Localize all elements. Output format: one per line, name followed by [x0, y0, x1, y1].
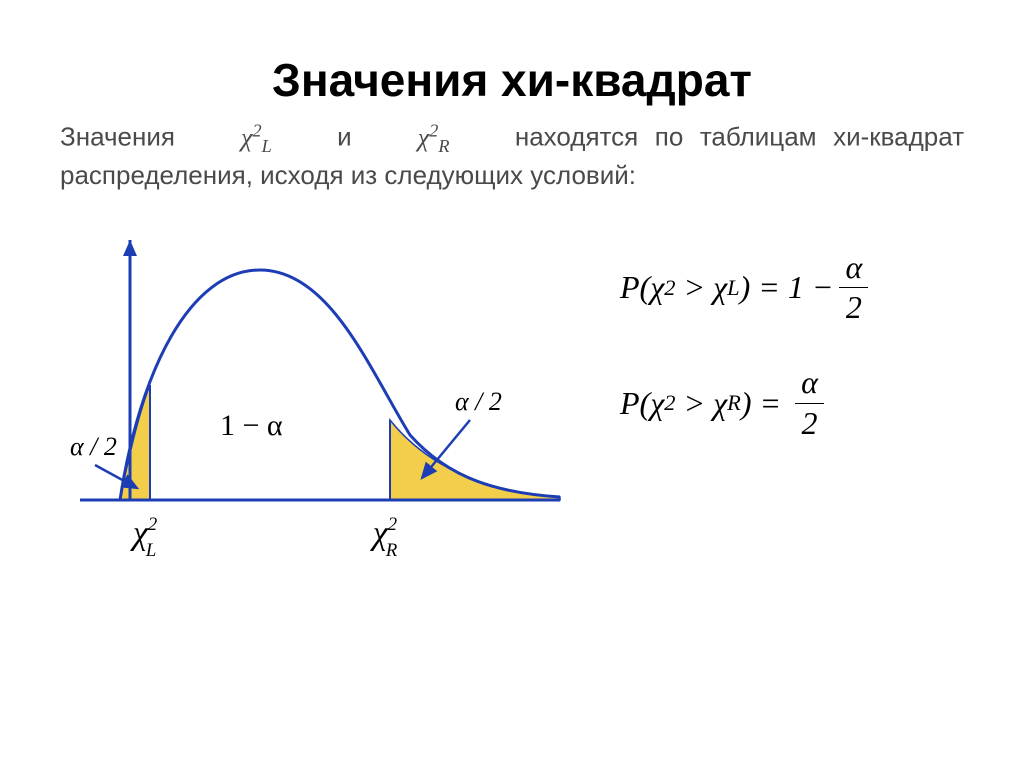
svg-text:1 − α: 1 − α [220, 409, 283, 442]
eq-eq: = [760, 385, 782, 422]
equation-2: P(χ2 > χR) = α 2 [620, 365, 1000, 440]
eq-sup: 2 [664, 275, 675, 301]
chi-symbol: χ [418, 123, 429, 152]
intro-chi-r: χ2R [418, 123, 465, 152]
frac-den: 2 [795, 406, 823, 441]
slide: Значения хи-квадрат Значения χ2L и χ2R н… [0, 0, 1024, 767]
frac-bar [795, 403, 824, 404]
chi-sup: 2 [429, 120, 438, 140]
frac-num: α [795, 365, 824, 400]
fraction: α 2 [795, 365, 824, 440]
eq-close: ) [740, 269, 751, 306]
eq-sub: R [727, 390, 741, 416]
eq-P: P [620, 385, 640, 422]
eq-chi: χ [650, 385, 664, 422]
svg-text:α / 2: α / 2 [70, 432, 117, 461]
intro-chi-l: χ2L [241, 123, 287, 152]
page-title: Значения хи-квадрат [0, 53, 1024, 107]
frac-num: α [839, 250, 868, 285]
eq-chi: χ [650, 269, 664, 306]
eq-P: P [620, 269, 640, 306]
eq-chi2: χ [713, 269, 727, 306]
eq-gt: > [683, 385, 705, 422]
fraction: α 2 [839, 250, 868, 325]
eq-gt: > [683, 269, 705, 306]
chi-sub: R [438, 136, 449, 156]
frac-den: 2 [840, 290, 868, 325]
eq-lead: 1 − [788, 269, 834, 306]
svg-text:α / 2: α / 2 [455, 387, 502, 416]
chi-square-chart: α / 2 α / 2 1 − α χ2L χ2R [40, 210, 580, 610]
chi-sup: 2 [253, 120, 262, 140]
chart-svg: α / 2 α / 2 1 − α χ2L χ2R [40, 210, 580, 610]
eq-eq: = [758, 269, 780, 306]
intro-prefix: Значения [60, 122, 175, 152]
frac-bar [839, 287, 868, 288]
chi-sub: L [262, 136, 272, 156]
eq-open: ( [640, 269, 651, 306]
equations: P(χ2 > χL) = 1 − α 2 P(χ2 > χR) = α 2 [620, 250, 1000, 481]
eq-open: ( [640, 385, 651, 422]
intro-text: Значения χ2L и χ2R находятся по таблицам… [60, 118, 964, 194]
equation-1: P(χ2 > χL) = 1 − α 2 [620, 250, 1000, 325]
svg-text:χ2L: χ2L [130, 514, 157, 561]
intro-tail: находятся по таблицам хи-квадрат распред… [60, 122, 964, 191]
eq-close: ) [741, 385, 752, 422]
chi-symbol: χ [241, 123, 252, 152]
svg-text:χ2R: χ2R [370, 514, 398, 561]
eq-chi2: χ [713, 385, 727, 422]
eq-sub: L [727, 275, 739, 301]
intro-conj: и [337, 122, 352, 152]
eq-sup: 2 [664, 390, 675, 416]
